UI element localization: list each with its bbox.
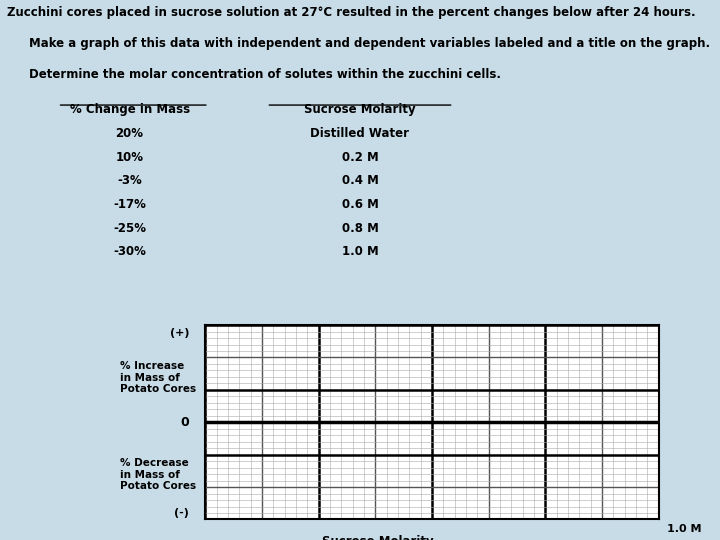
Text: -25%: -25% <box>113 221 146 234</box>
Text: % Change in Mass: % Change in Mass <box>70 103 189 116</box>
Text: (+): (+) <box>170 328 189 338</box>
Text: 0.4 M: 0.4 M <box>341 174 379 187</box>
Text: Sucrose Molarity: Sucrose Molarity <box>304 103 416 116</box>
Text: 0.8 M: 0.8 M <box>341 221 379 234</box>
Text: 20%: 20% <box>116 127 143 140</box>
Text: 0.6 M: 0.6 M <box>341 198 379 211</box>
Text: % Increase
in Mass of
Potato Cores: % Increase in Mass of Potato Cores <box>120 361 197 394</box>
Text: 0: 0 <box>181 416 189 429</box>
Text: -3%: -3% <box>117 174 142 187</box>
Text: % Decrease
in Mass of
Potato Cores: % Decrease in Mass of Potato Cores <box>120 458 197 491</box>
Text: (-): (-) <box>174 508 189 518</box>
Text: Determine the molar concentration of solutes within the zucchini cells.: Determine the molar concentration of sol… <box>29 68 501 80</box>
Text: 0.2 M: 0.2 M <box>341 151 379 164</box>
Text: 1.0 M: 1.0 M <box>667 524 702 534</box>
Text: Make a graph of this data with independent and dependent variables labeled and a: Make a graph of this data with independe… <box>29 37 710 50</box>
Text: Distilled Water: Distilled Water <box>310 127 410 140</box>
Text: 1.0 M: 1.0 M <box>341 245 379 258</box>
Text: Sucrose Molarity: Sucrose Molarity <box>322 535 433 540</box>
Text: Zucchini cores placed in sucrose solution at 27°C resulted in the percent change: Zucchini cores placed in sucrose solutio… <box>7 6 696 19</box>
Text: -17%: -17% <box>113 198 146 211</box>
Text: -30%: -30% <box>113 245 146 258</box>
Text: 10%: 10% <box>116 151 143 164</box>
